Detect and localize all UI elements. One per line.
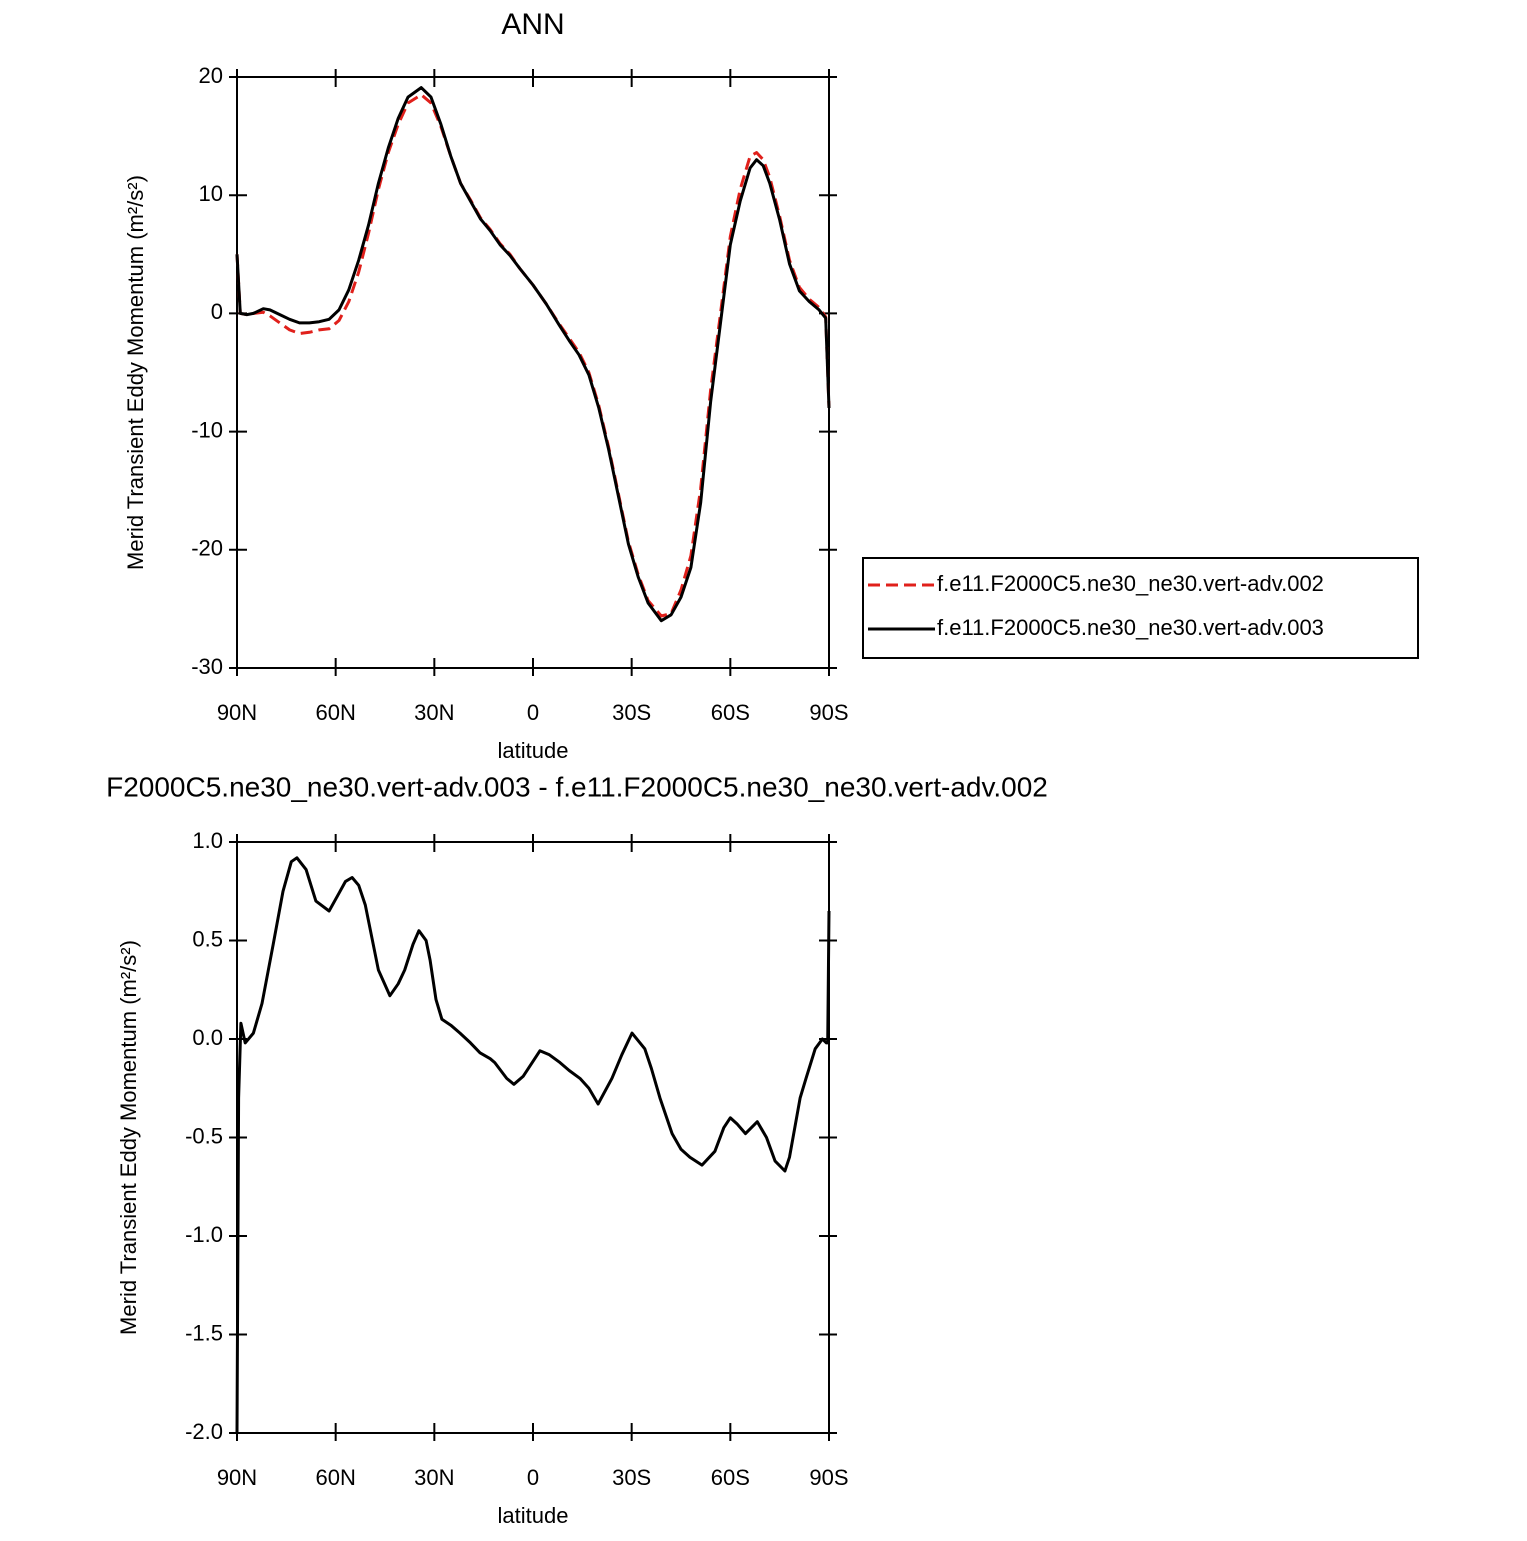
x-tick-label: 90S <box>809 1465 848 1490</box>
y-tick-label: -1.5 <box>185 1320 223 1345</box>
data-line <box>235 93 831 618</box>
y-tick-label: -1.0 <box>185 1222 223 1247</box>
x-tick-label: 0 <box>527 1465 539 1490</box>
legend-label: f.e11.F2000C5.ne30_ne30.vert-adv.003 <box>937 615 1324 640</box>
plot-frame <box>236 76 830 669</box>
x-tick-label: 30N <box>414 700 454 725</box>
x-tick-label: 90N <box>217 1465 257 1490</box>
data-line <box>235 856 831 1434</box>
y-axis-label: Merid Transient Eddy Momentum (m²/s²) <box>116 940 141 1335</box>
y-tick-label: 0.0 <box>192 1025 223 1050</box>
data-line <box>235 86 831 623</box>
x-tick-label: 30N <box>414 1465 454 1490</box>
x-axis-label: latitude <box>498 1503 569 1528</box>
y-tick-label: -30 <box>191 654 223 679</box>
y-tick-label: 0.5 <box>192 926 223 951</box>
y-tick-label: -20 <box>191 536 223 561</box>
y-tick-label: -10 <box>191 417 223 442</box>
x-tick-label: 0 <box>527 700 539 725</box>
y-tick-label: -2.0 <box>185 1419 223 1444</box>
x-tick-label: 60S <box>711 700 750 725</box>
chart-title: F2000C5.ne30_ne30.vert-adv.003 - f.e11.F… <box>106 771 1048 802</box>
plot-frame <box>236 841 830 1434</box>
y-tick-label: 10 <box>199 181 223 206</box>
y-tick-label: 20 <box>199 63 223 88</box>
x-tick-label: 60N <box>315 700 355 725</box>
x-tick-label: 30S <box>612 700 651 725</box>
legend-label: f.e11.F2000C5.ne30_ne30.vert-adv.002 <box>937 571 1324 596</box>
legend-box <box>862 557 1419 659</box>
x-tick-label: 30S <box>612 1465 651 1490</box>
x-tick-label: 90N <box>217 700 257 725</box>
chart-title: ANN <box>501 8 564 41</box>
x-axis-label: latitude <box>498 738 569 763</box>
y-tick-label: 1.0 <box>192 828 223 853</box>
x-tick-label: 60S <box>711 1465 750 1490</box>
y-tick-label: -0.5 <box>185 1123 223 1148</box>
y-axis-label: Merid Transient Eddy Momentum (m²/s²) <box>123 175 148 570</box>
x-tick-label: 60N <box>315 1465 355 1490</box>
x-tick-label: 90S <box>809 700 848 725</box>
y-tick-label: 0 <box>211 299 223 324</box>
